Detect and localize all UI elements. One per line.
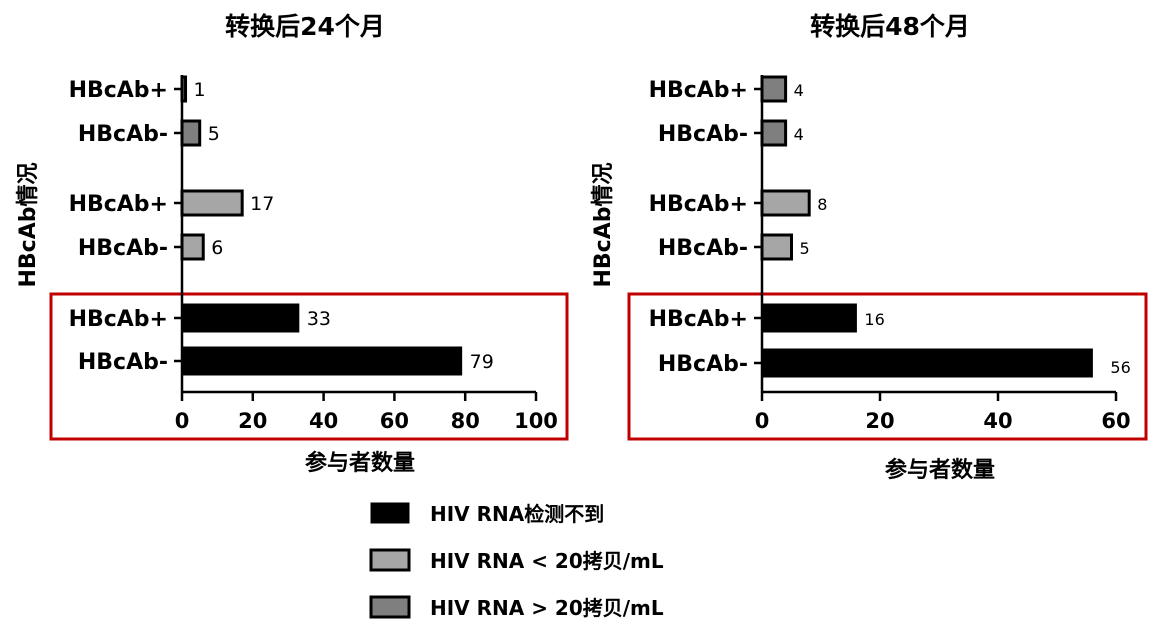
data-label: 1 — [194, 79, 206, 101]
data-label: 79 — [470, 351, 494, 373]
chart-right-highlight-box — [627, 292, 1148, 441]
data-label: 17 — [250, 193, 274, 215]
data-label: 5 — [208, 123, 220, 145]
data-label: 8 — [817, 195, 827, 214]
bar — [760, 189, 811, 217]
y-category-label: HBcAb- — [658, 122, 748, 147]
bar — [181, 303, 300, 333]
x-tick-label: 60 — [380, 409, 409, 433]
data-label: 56 — [1110, 358, 1130, 377]
y-category-label: HBcAb+ — [69, 78, 168, 103]
legend: HIV RNA检测不到 HIV RNA < 20拷贝/mL HIV RNA > 20… — [369, 502, 664, 620]
legend-swatch — [369, 595, 411, 619]
data-label: 4 — [794, 81, 804, 100]
data-label: 33 — [307, 308, 331, 330]
y-category-label: HBcAb+ — [649, 78, 748, 103]
chart-right-x-axis-label: 参与者数量 — [885, 457, 995, 483]
y-category-label: HBcAb+ — [649, 192, 748, 217]
y-category-label: HBcAb- — [78, 236, 168, 261]
chart-left-highlight-box — [49, 292, 569, 441]
bar — [760, 233, 793, 261]
bar — [761, 303, 857, 333]
data-label: 6 — [211, 237, 223, 259]
y-category-label: HBcAb- — [78, 122, 168, 147]
chart-right-plot: 0 20 40 60 HBcAb+ 4 HBcAb- 4 HBcAb+ 8 HBcAb- 5 HBcAb… — [649, 75, 1131, 433]
x-tick-label: 20 — [238, 409, 267, 433]
chart-left-title: 转换后24个月 — [225, 12, 385, 41]
legend-label: HIV RNA > 20拷贝/mL — [430, 596, 664, 620]
bar — [761, 348, 1093, 378]
data-label: 16 — [864, 310, 884, 329]
bar — [760, 75, 788, 103]
x-tick-label: 60 — [1101, 409, 1130, 433]
x-tick-label: 0 — [175, 409, 190, 433]
legend-swatch — [369, 548, 411, 572]
bar — [180, 119, 202, 147]
bar — [180, 75, 188, 103]
data-label: 4 — [794, 125, 804, 144]
chart-right-title: 转换后48个月 — [810, 12, 970, 41]
bar — [181, 346, 463, 376]
bar — [760, 119, 788, 147]
bar — [180, 189, 244, 217]
data-label: 5 — [800, 239, 810, 258]
y-category-label: HBcAb- — [658, 236, 748, 261]
y-category-label: HBcAb+ — [649, 307, 748, 332]
chart-left: 转换后24个月 HBcAb情况 参与者数量 0 20 40 60 80 100 HBcAb+… — [15, 12, 569, 476]
x-tick-label: 80 — [451, 409, 480, 433]
bar — [180, 233, 205, 261]
legend-label: HIV RNA检测不到 — [430, 502, 604, 526]
chart-left-x-axis-label: 参与者数量 — [305, 450, 415, 476]
x-tick-label: 20 — [865, 409, 894, 433]
legend-label: HIV RNA < 20拷贝/mL — [430, 549, 664, 573]
x-tick-label: 0 — [755, 409, 770, 433]
y-category-label: HBcAb+ — [69, 192, 168, 217]
y-category-label: HBcAb- — [658, 352, 748, 377]
legend-swatch — [370, 502, 410, 524]
chart-right: 转换后48个月 HBcAb情况 参与者数量 0 20 40 60 HBcAb+ 4 HBcA… — [590, 12, 1148, 483]
y-category-label: HBcAb- — [78, 350, 168, 375]
x-tick-label: 40 — [983, 409, 1012, 433]
y-category-label: HBcAb+ — [69, 307, 168, 332]
x-tick-label: 40 — [309, 409, 338, 433]
chart-left-plot: 0 20 40 60 80 100 HBcAb+ 1 HBcAb- 5 HBcAb+ 17 HBcAb-… — [69, 75, 558, 433]
chart-right-y-axis-label: HBcAb情况 — [590, 163, 616, 288]
x-tick-label: 100 — [514, 409, 558, 433]
chart-left-y-axis-label: HBcAb情况 — [15, 163, 41, 288]
